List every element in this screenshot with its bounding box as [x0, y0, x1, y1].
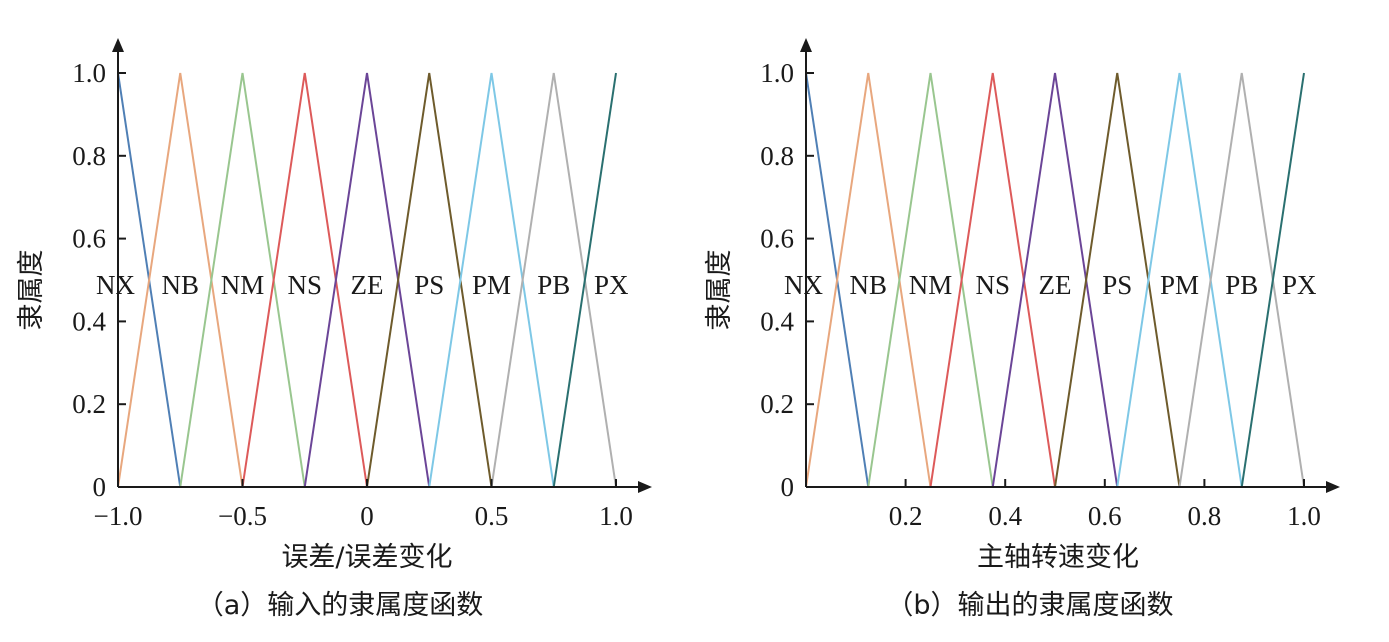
series-line-pb [490, 72, 617, 488]
series-line-px [552, 72, 617, 488]
y-axis-title: 隶属度 [704, 250, 735, 331]
y-tick-label: 0.8 [72, 141, 106, 171]
set-label-ns: NS [287, 270, 322, 300]
set-label-ps: PS [414, 270, 444, 300]
series-line-ps [1054, 72, 1181, 488]
x-tick-label: 1.0 [1287, 501, 1321, 531]
set-label-pm: PM [1160, 270, 1199, 300]
set-label-pm: PM [472, 270, 511, 300]
set-label-ze: ZE [1039, 270, 1072, 300]
set-label-nm: NM [909, 270, 953, 300]
y-tick-label: 0.6 [760, 224, 794, 254]
y-axis-arrow [112, 38, 124, 52]
y-axis-arrow [800, 38, 812, 52]
series-line-nb [117, 72, 244, 488]
series-line-ze [991, 72, 1119, 488]
set-label-nb: NB [849, 270, 887, 300]
panel-caption: （b）输出的隶属度函数 [886, 590, 1173, 621]
series-line-ns [241, 72, 368, 488]
series-line-ns [929, 72, 1056, 488]
y-tick-label: 0.2 [72, 389, 106, 419]
x-tick-label: 0.2 [889, 501, 923, 531]
chart-panel-b: 0 0.2 0.4 0.6 0.8 1.0 0.2 0.4 0.6 0.8 1.0 NX NB NM NS Z… [704, 38, 1340, 621]
y-tick-label: 1.0 [72, 58, 106, 88]
y-axis-title: 隶属度 [16, 250, 47, 331]
set-label-px: PX [1282, 270, 1317, 300]
x-tick-label: 0.6 [1088, 501, 1122, 531]
set-label-nx: NX [96, 270, 135, 300]
series-line-px [1240, 72, 1305, 488]
set-label-nx: NX [784, 270, 823, 300]
series-line-nm [179, 72, 306, 488]
x-axis-arrow [638, 481, 652, 493]
series-line-pm [428, 72, 555, 488]
y-tick-label: 0 [93, 472, 107, 502]
series-line-nm [867, 72, 994, 488]
x-tick-label: 0 [360, 501, 374, 531]
x-tick-label: 0.8 [1188, 501, 1222, 531]
chart-panel-a: 0 0.2 0.4 0.6 0.8 1.0 −1.0 −0.5 0 0.5 1.0 NX NB NM NS Z… [16, 38, 652, 621]
set-label-pb: PB [1225, 270, 1258, 300]
y-tick-label: 0.4 [760, 306, 794, 336]
set-label-nm: NM [221, 270, 265, 300]
y-tick-label: 0.2 [760, 389, 794, 419]
x-tick-label: 0.4 [988, 501, 1022, 531]
x-tick-label: 1.0 [599, 501, 633, 531]
y-tick-label: 1.0 [760, 58, 794, 88]
y-tick-label: 0.8 [760, 141, 794, 171]
set-label-ps: PS [1102, 270, 1132, 300]
y-tick-label: 0.4 [72, 306, 106, 336]
set-label-pb: PB [537, 270, 570, 300]
x-tick-label: 0.5 [475, 501, 509, 531]
series-line-pm [1116, 72, 1243, 488]
x-tick-label: −1.0 [94, 501, 143, 531]
x-tick-label: −0.5 [218, 501, 267, 531]
x-axis-title: 主轴转速变化 [977, 542, 1139, 573]
set-label-ze: ZE [351, 270, 384, 300]
series-line-ps [366, 72, 493, 488]
set-label-nb: NB [161, 270, 199, 300]
set-label-ns: NS [975, 270, 1010, 300]
series-line-pb [1178, 72, 1305, 488]
panel-caption: （a）输入的隶属度函数 [197, 590, 484, 621]
y-tick-label: 0.6 [72, 224, 106, 254]
x-axis-title: 误差/误差变化 [281, 542, 452, 573]
x-axis-arrow [1326, 481, 1340, 493]
series-line-nb [805, 72, 932, 488]
set-label-px: PX [594, 270, 629, 300]
series-line-ze [303, 72, 431, 488]
y-tick-label: 0 [781, 472, 795, 502]
